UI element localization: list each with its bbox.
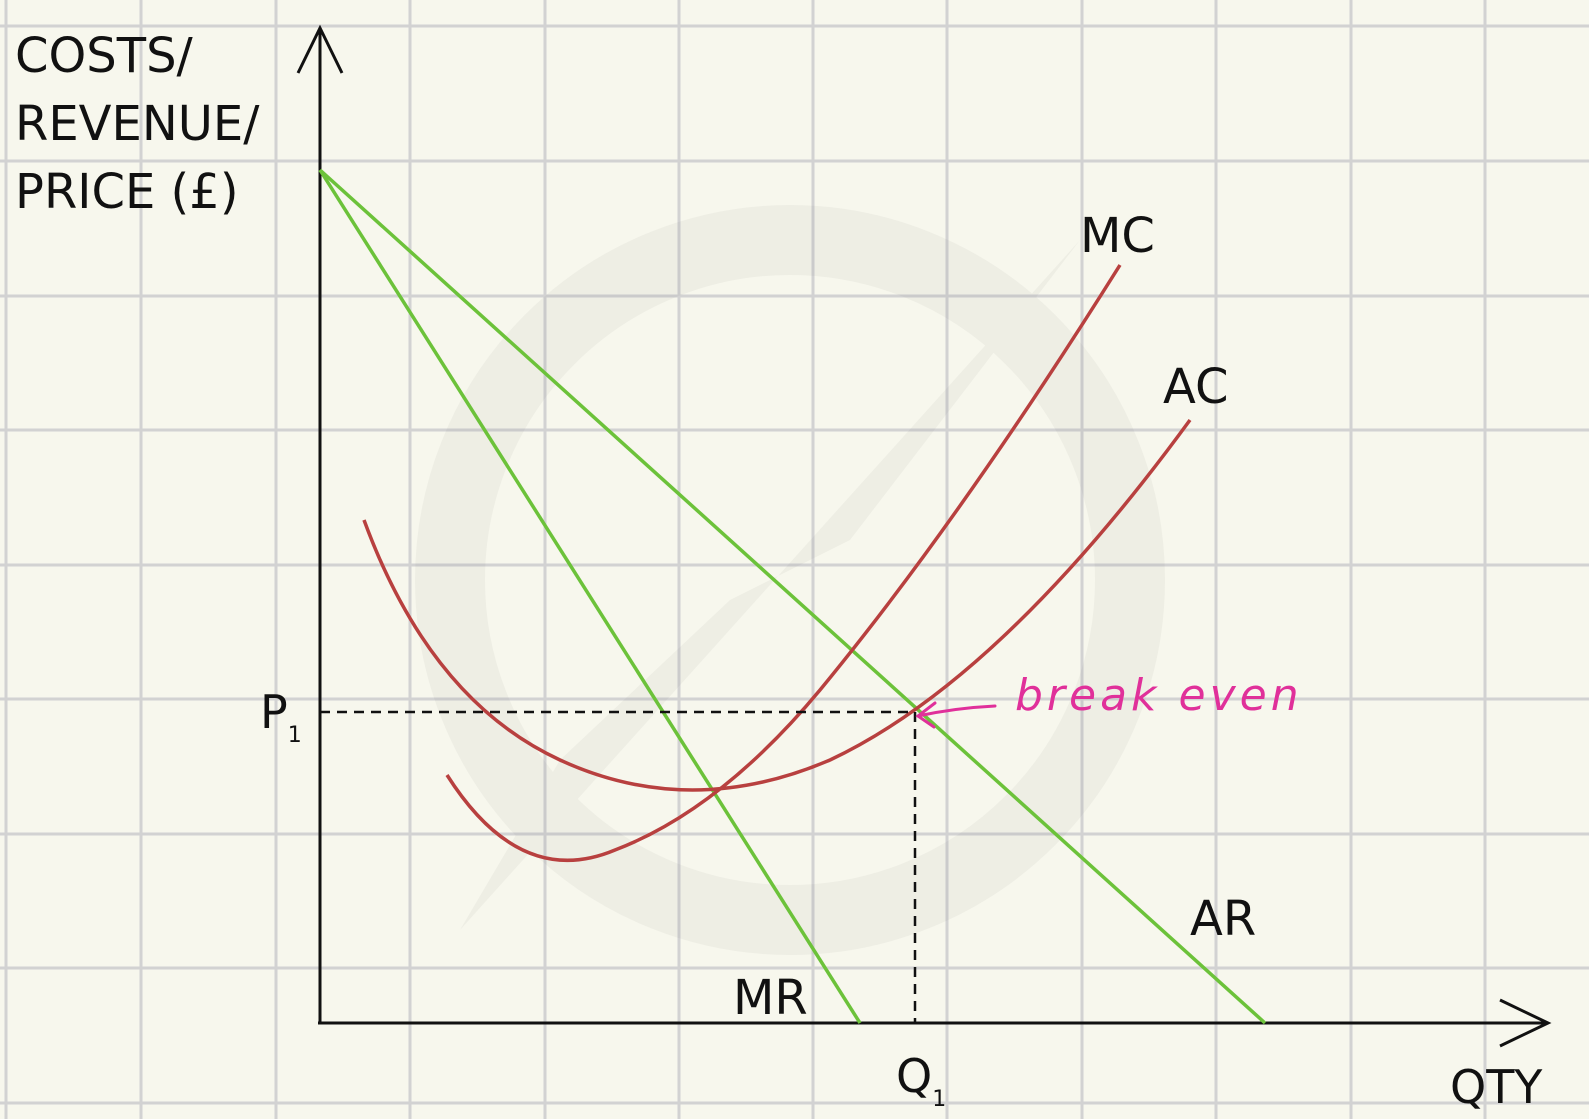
price-label-main: P xyxy=(260,685,288,739)
quantity-label-main: Q xyxy=(896,1049,932,1103)
ac-label: AC xyxy=(1163,359,1229,415)
y-axis-label-line-1: COSTS/ xyxy=(15,28,194,84)
mr-label: MR xyxy=(733,970,808,1026)
quantity-label: Q1 xyxy=(896,1049,946,1112)
price-label: P1 xyxy=(260,685,302,748)
ar-line xyxy=(318,168,1267,1025)
x-axis-label: QTY xyxy=(1450,1060,1543,1114)
x-axis-arrow xyxy=(1499,998,1552,1048)
mc-label: MC xyxy=(1080,208,1155,264)
price-label-sub: 1 xyxy=(288,723,302,748)
watermark-logo xyxy=(415,205,1165,955)
break-even-annotation: break even xyxy=(1015,670,1303,721)
break-even-arrow xyxy=(915,701,997,729)
y-axis-arrow xyxy=(296,24,344,74)
cost-curves xyxy=(362,264,1192,863)
y-axis-label-line-2: REVENUE/ xyxy=(15,96,260,152)
revenue-lines xyxy=(318,168,1267,1025)
mr-line xyxy=(318,169,862,1024)
y-axis-label-line-3: PRICE (£) xyxy=(15,164,239,220)
mc-curve xyxy=(445,264,1122,863)
axes xyxy=(296,24,1552,1048)
quantity-label-sub: 1 xyxy=(932,1087,946,1112)
ac-curve xyxy=(362,418,1192,792)
y-axis-label: COSTS/ REVENUE/ PRICE (£) xyxy=(15,28,275,220)
ar-label: AR xyxy=(1190,891,1256,947)
break-even-guides xyxy=(320,710,917,1023)
